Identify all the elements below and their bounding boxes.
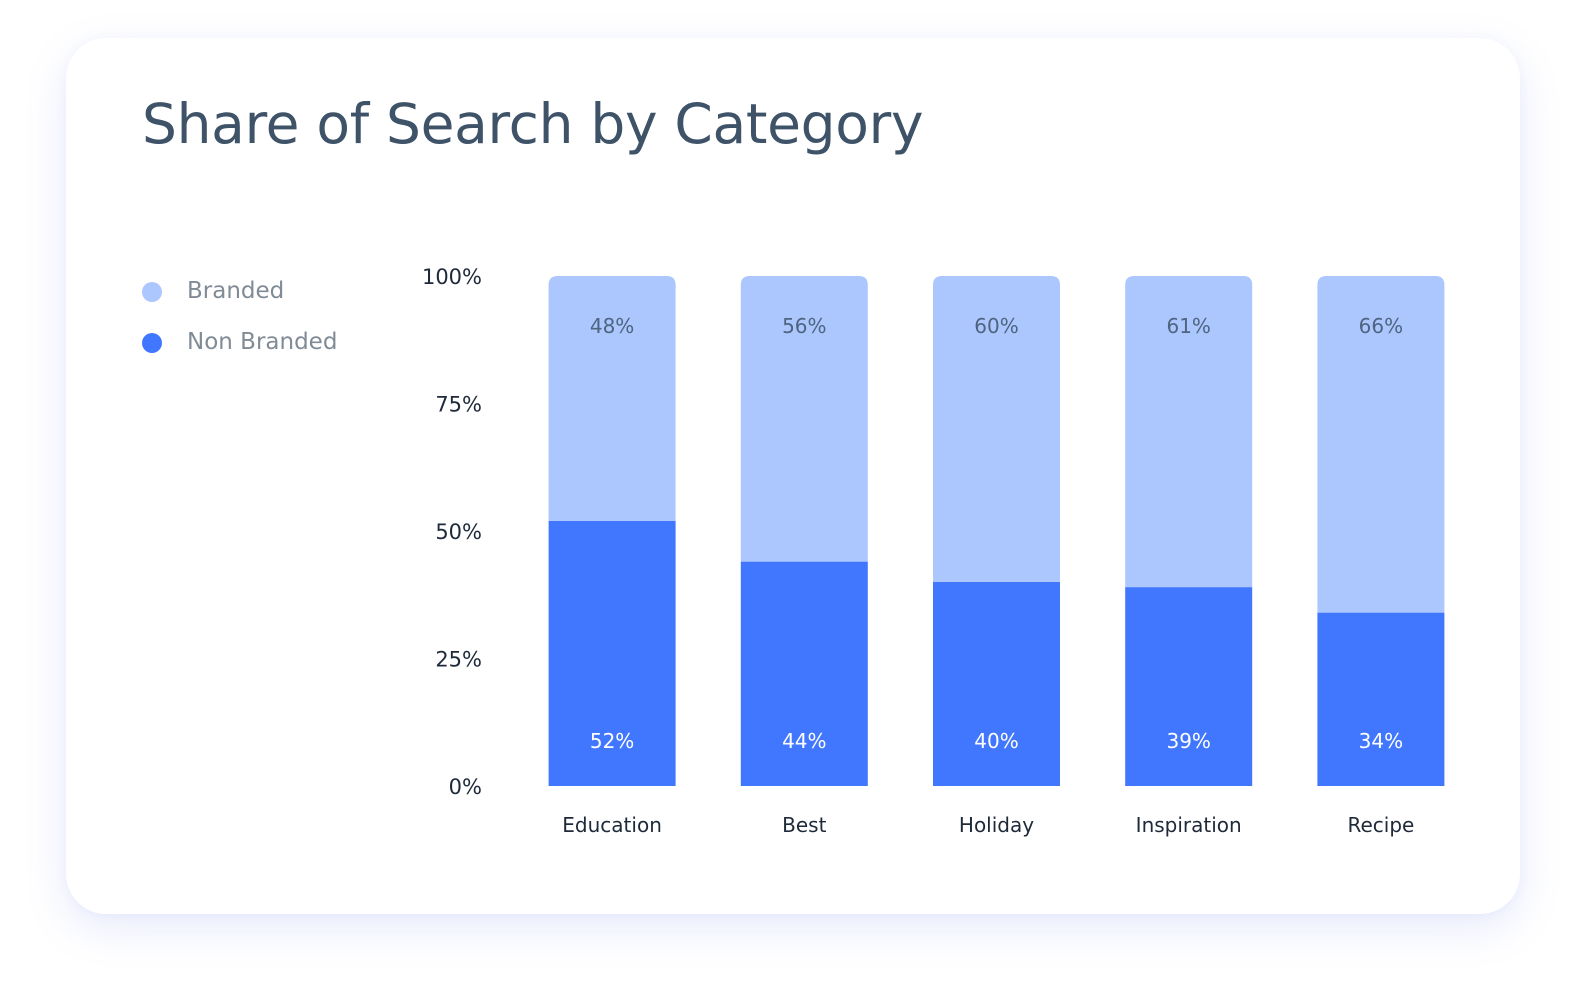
bar-non-branded-holiday (933, 582, 1060, 786)
bar-non-branded-recipe (1317, 612, 1445, 786)
bars-group: 52% 48% 44% 56% 40% 60% 39% 61% 34% 66% (548, 276, 1445, 786)
data-label-non-branded: 52% (590, 729, 634, 753)
x-axis: Education Best Holiday Inspiration Recipe (562, 813, 1414, 837)
bar-group-holiday: 40% 60% (933, 276, 1060, 786)
data-label-branded: 66% (1359, 314, 1403, 338)
data-label-branded: 61% (1166, 314, 1210, 338)
y-axis: 0% 25% 50% 75% 100% (422, 265, 482, 799)
data-label-non-branded: 44% (782, 729, 826, 753)
x-tick-label: Holiday (959, 813, 1034, 837)
data-label-branded: 56% (782, 314, 826, 338)
bar-group-best: 44% 56% (740, 276, 868, 786)
bar-branded-holiday (933, 276, 1060, 582)
data-label-branded: 60% (974, 314, 1018, 338)
bar-non-branded-education (548, 520, 676, 786)
bar-group-education: 52% 48% (548, 276, 676, 786)
bar-non-branded-best (740, 561, 868, 786)
data-label-non-branded: 34% (1359, 729, 1403, 753)
y-tick-label: 25% (435, 648, 482, 672)
y-tick-label: 0% (449, 775, 482, 799)
legend-swatch-branded (142, 282, 162, 302)
legend-swatch-non-branded (142, 333, 162, 353)
x-tick-label: Recipe (1347, 813, 1414, 837)
chart-card: Share of Search by Category Branded Non … (66, 38, 1520, 914)
y-tick-label: 75% (435, 393, 482, 417)
bar-group-inspiration: 39% 61% (1125, 276, 1253, 786)
x-tick-label: Best (782, 813, 826, 837)
x-tick-label: Education (562, 813, 662, 837)
bar-branded-inspiration (1125, 276, 1253, 588)
bar-branded-recipe (1317, 276, 1445, 613)
bar-branded-best (740, 276, 868, 562)
data-label-non-branded: 39% (1166, 729, 1210, 753)
legend-label-branded: Branded (187, 278, 285, 304)
y-tick-label: 100% (422, 265, 482, 289)
bar-group-recipe: 34% 66% (1317, 276, 1445, 786)
bar-branded-education (548, 276, 676, 521)
chart-title: Share of Search by Category (142, 92, 924, 156)
x-tick-label: Inspiration (1136, 813, 1242, 837)
data-label-non-branded: 40% (974, 729, 1018, 753)
bar-non-branded-inspiration (1125, 587, 1253, 786)
y-tick-label: 50% (435, 520, 482, 544)
legend-label-non-branded: Non Branded (187, 329, 338, 355)
data-label-branded: 48% (590, 314, 634, 338)
stacked-bar-chart: 0% 25% 50% 75% 100% 52% 48% 44% 56% 40% 60% 39% 61%… (422, 265, 1445, 837)
